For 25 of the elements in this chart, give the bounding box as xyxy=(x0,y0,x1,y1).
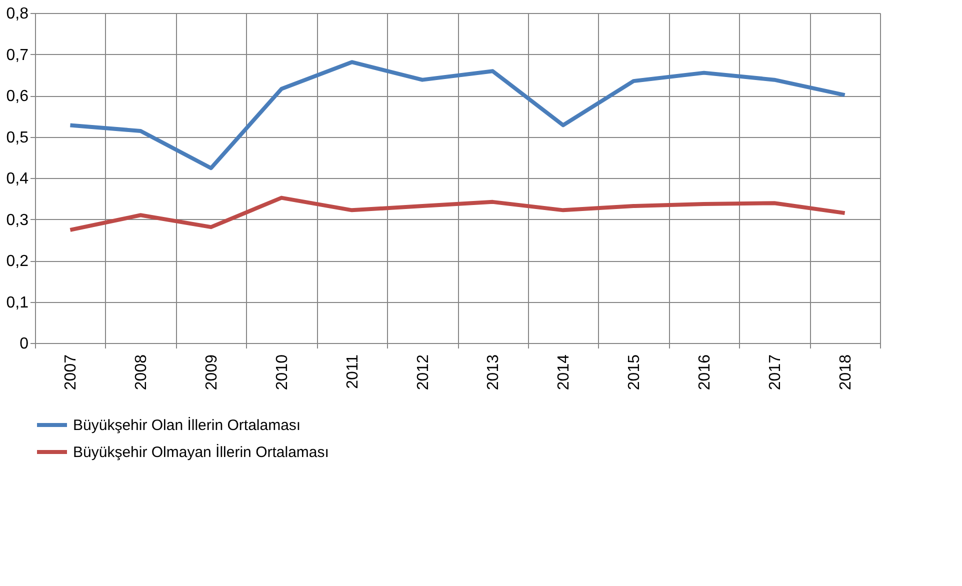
y-tick-label: 0,5 xyxy=(6,129,29,146)
x-tick-label: 2015 xyxy=(626,354,644,390)
y-tick-label: 0,8 xyxy=(6,6,29,22)
x-tick-label: 2018 xyxy=(837,354,854,390)
y-tick-label: 0 xyxy=(20,336,29,352)
x-tick-label: 2011 xyxy=(344,354,362,389)
x-tick-label: 2017 xyxy=(766,354,784,390)
y-tick-label: 0,2 xyxy=(6,253,29,270)
x-tick-label: 2013 xyxy=(485,354,502,390)
x-tick-label: 2007 xyxy=(62,354,80,390)
y-tick-label: 0,3 xyxy=(6,212,29,229)
x-tick-label: 2010 xyxy=(274,354,291,390)
x-tick-label: 2008 xyxy=(133,354,150,390)
y-tick-label: 0,1 xyxy=(6,294,29,312)
y-tick-label: 0,4 xyxy=(6,170,29,188)
line-series xyxy=(68,60,847,170)
legend-label: Büyükşehir Olmayan İllerin Ortalaması xyxy=(73,443,329,461)
x-tick-label: 2016 xyxy=(696,354,714,390)
y-tick-label: 0,7 xyxy=(6,46,29,64)
y-tick-label: 0,6 xyxy=(6,88,29,105)
x-tick-label: 2012 xyxy=(414,354,432,390)
legend-label: Büyükşehir Olan İllerin Ortalaması xyxy=(73,416,301,434)
x-tick-label: 2014 xyxy=(556,354,573,390)
line-series xyxy=(68,196,847,232)
x-tick-label: 2009 xyxy=(204,354,221,390)
